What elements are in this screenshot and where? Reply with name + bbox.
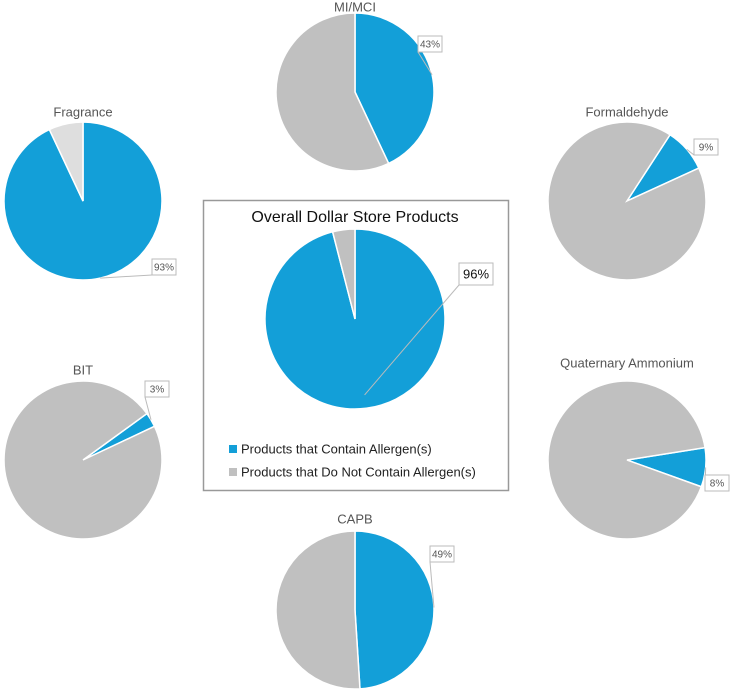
leader-line xyxy=(686,148,695,156)
center-frame xyxy=(202,199,510,492)
pie-slice xyxy=(354,530,435,690)
chart-title: CAPB xyxy=(337,511,372,526)
label-box xyxy=(458,262,494,286)
data-label: 9% xyxy=(699,143,714,154)
chart-title: Overall Dollar Store Products xyxy=(251,209,458,226)
label-box xyxy=(693,138,719,156)
pie-slice xyxy=(331,228,356,320)
pie-slice xyxy=(275,530,361,690)
data-label: 3% xyxy=(150,385,165,396)
pie-slice xyxy=(547,121,707,281)
leader-line xyxy=(429,561,435,608)
legend-swatch xyxy=(229,445,237,453)
chart-title: MI/MCI xyxy=(334,0,376,14)
pie-slice xyxy=(48,121,84,202)
legend-label: Products that Do Not Contain Allergen(s) xyxy=(241,464,476,479)
leader-line xyxy=(100,274,153,279)
legend-swatch xyxy=(229,468,237,476)
data-label: 8% xyxy=(710,479,725,490)
leader-line xyxy=(417,51,433,76)
data-label: 96% xyxy=(463,266,489,281)
label-box xyxy=(429,545,455,563)
chart-title: Fragrance xyxy=(53,104,112,119)
pie-slice xyxy=(275,12,390,172)
leader-line xyxy=(144,396,152,420)
pie-slice xyxy=(3,380,163,540)
legend-label: Products that Contain Allergen(s) xyxy=(241,441,432,456)
chart-title: Formaldehyde xyxy=(585,104,668,119)
label-box xyxy=(704,474,730,492)
label-box xyxy=(151,258,177,276)
data-label: 43% xyxy=(420,40,440,51)
chart-title: BIT xyxy=(73,362,93,377)
chart-title: Quaternary Ammonium xyxy=(560,355,694,370)
label-box xyxy=(417,35,443,53)
data-label: 49% xyxy=(432,550,452,561)
label-box xyxy=(144,380,170,398)
leader-line xyxy=(364,284,460,396)
data-label: 93% xyxy=(154,263,174,274)
pie-slice xyxy=(547,380,706,540)
